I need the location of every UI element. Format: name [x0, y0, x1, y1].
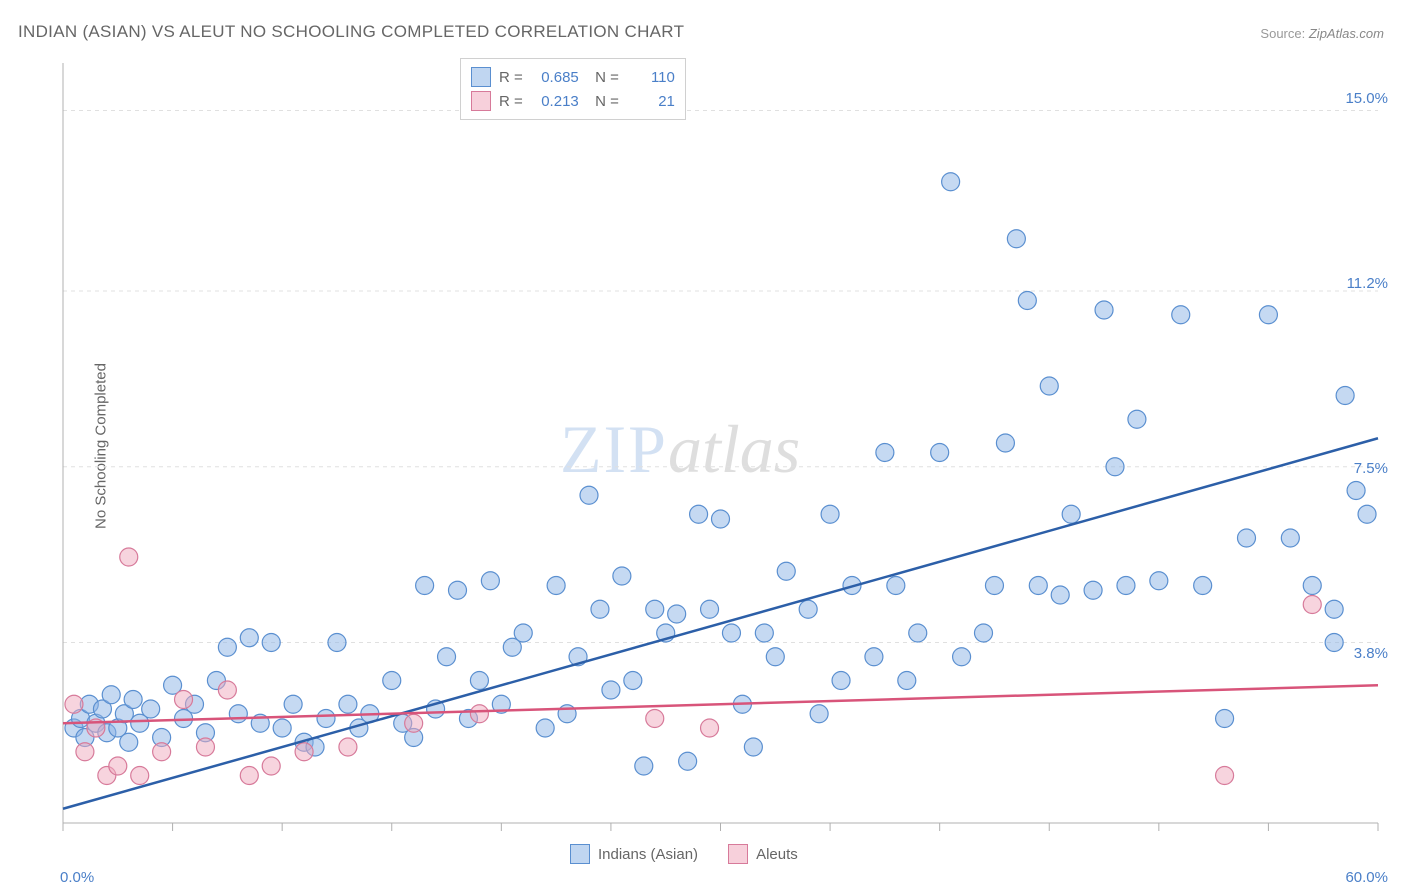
legend-r-label: R = [499, 93, 523, 110]
legend-row-aleuts: R = 0.213 N = 21 [471, 89, 675, 113]
correlation-legend: R = 0.685 N = 110 R = 0.213 N = 21 [460, 58, 686, 120]
legend-r-value: 0.213 [531, 93, 579, 110]
swatch-blue-icon [471, 67, 491, 87]
chart-title: INDIAN (ASIAN) VS ALEUT NO SCHOOLING COM… [18, 22, 684, 42]
swatch-pink-icon [728, 844, 748, 864]
y-tick-label: 3.8% [1354, 645, 1388, 662]
legend-label: Aleuts [756, 846, 798, 863]
legend-n-label: N = [587, 93, 619, 110]
legend-row-indians: R = 0.685 N = 110 [471, 65, 675, 89]
legend-n-label: N = [587, 69, 619, 86]
legend-label: Indians (Asian) [598, 846, 698, 863]
source-value: ZipAtlas.com [1309, 26, 1384, 41]
source-attribution: Source: ZipAtlas.com [1260, 26, 1384, 41]
swatch-pink-icon [471, 91, 491, 111]
source-label: Source: [1260, 26, 1305, 41]
legend-n-value: 21 [627, 93, 675, 110]
x-min-label: 0.0% [60, 869, 94, 886]
series-legend: Indians (Asian) Aleuts [570, 844, 798, 864]
swatch-blue-icon [570, 844, 590, 864]
scatter-chart [55, 55, 1385, 845]
legend-n-value: 110 [627, 69, 675, 86]
legend-item-indians: Indians (Asian) [570, 844, 698, 864]
legend-r-value: 0.685 [531, 69, 579, 86]
y-tick-label: 7.5% [1354, 460, 1388, 477]
y-tick-label: 15.0% [1345, 90, 1388, 107]
y-tick-label: 11.2% [1347, 275, 1388, 292]
legend-r-label: R = [499, 69, 523, 86]
x-max-label: 60.0% [1345, 869, 1388, 886]
legend-item-aleuts: Aleuts [728, 844, 798, 864]
